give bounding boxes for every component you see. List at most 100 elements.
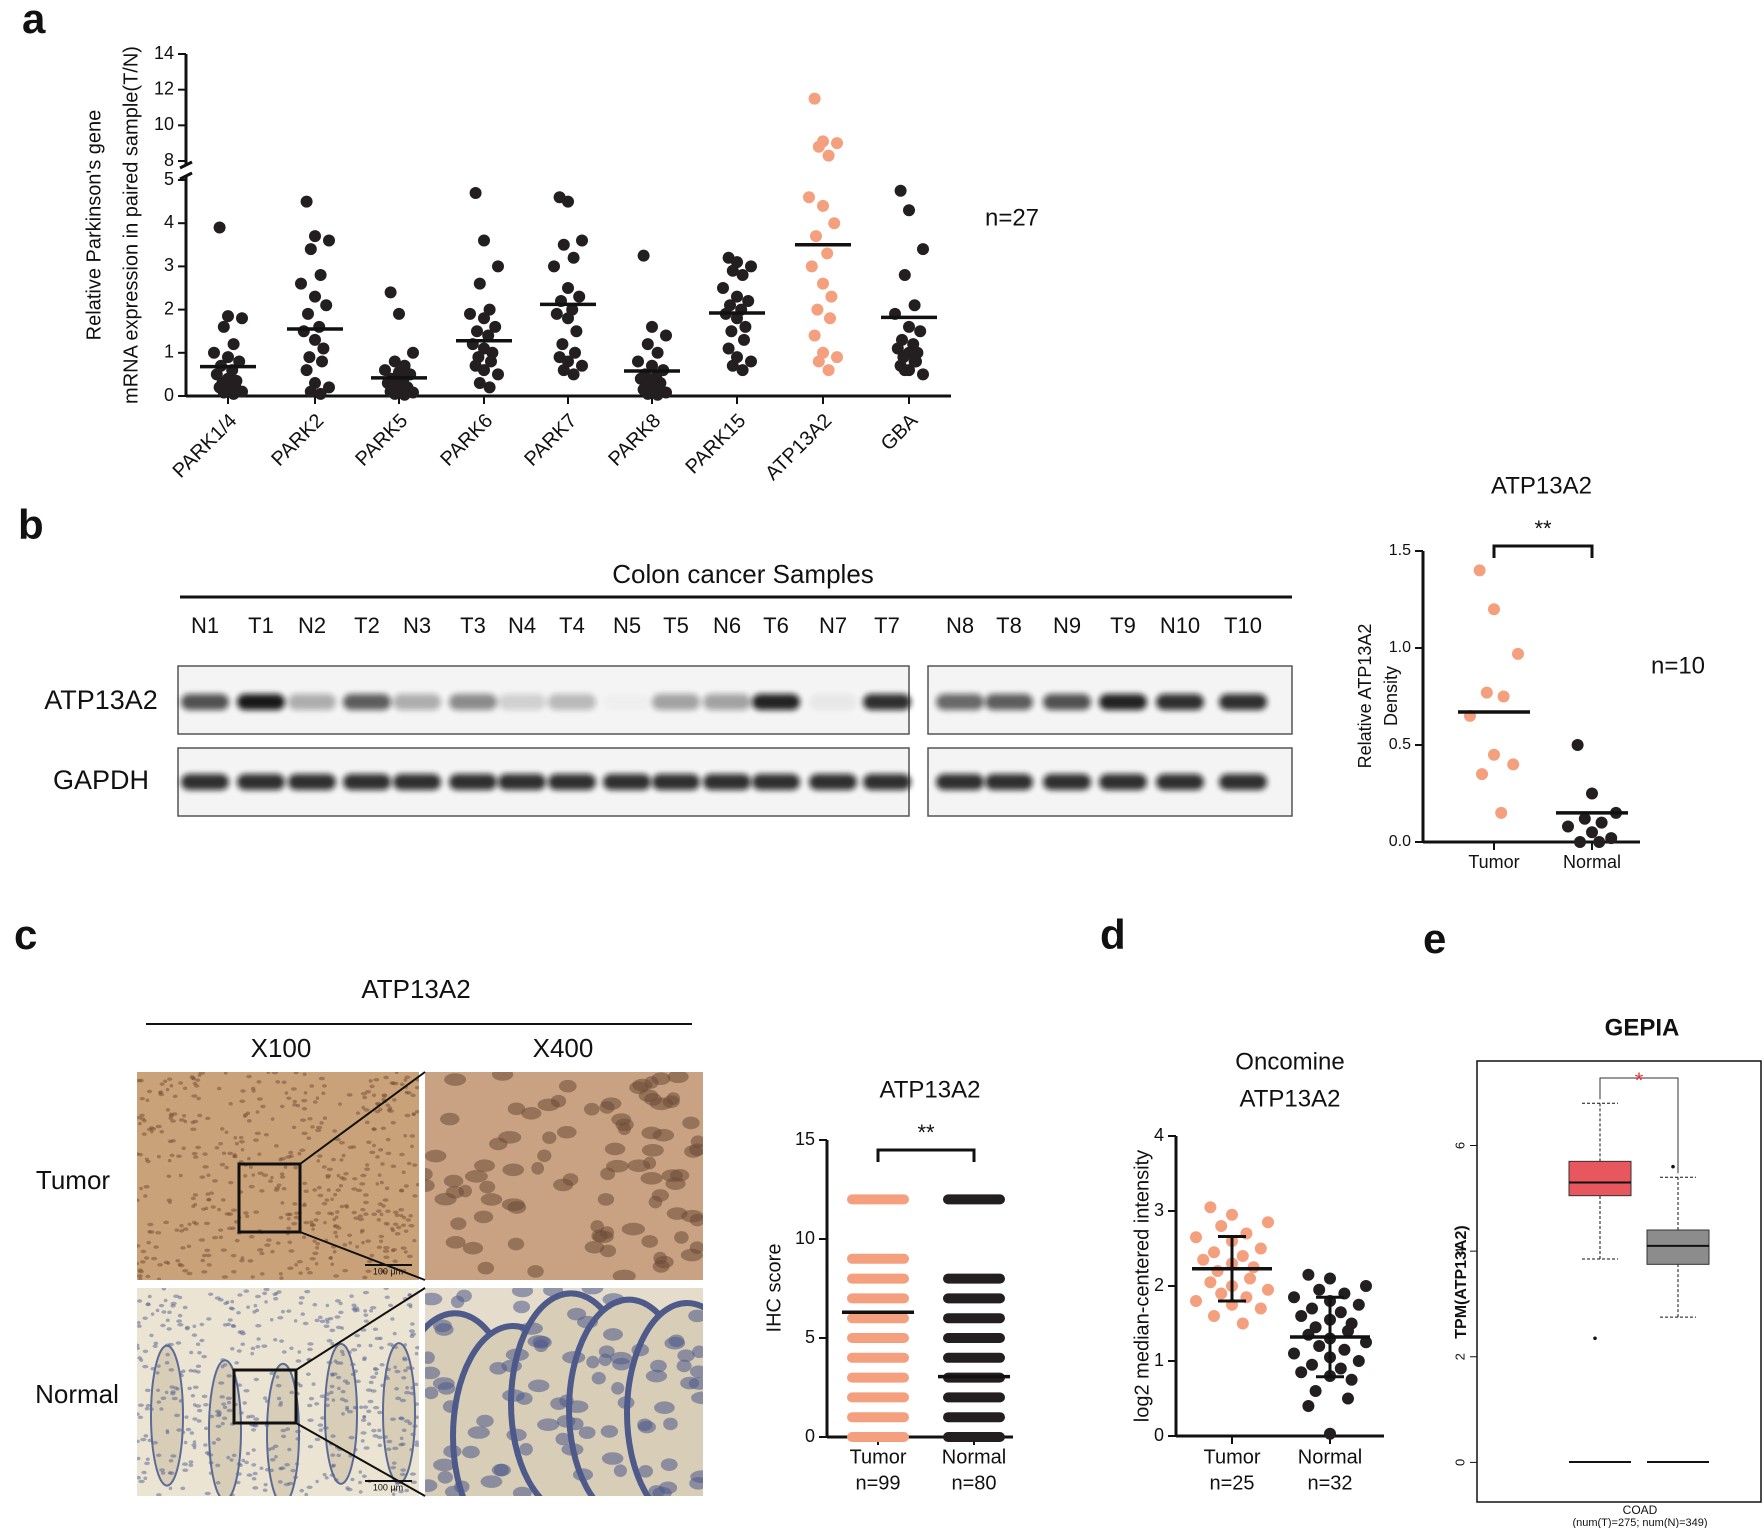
dot <box>562 195 574 208</box>
nucleus <box>315 1479 319 1484</box>
nucleus <box>204 1491 211 1496</box>
nucleus <box>361 1240 365 1245</box>
nucleus <box>393 1365 397 1369</box>
nucleus <box>386 1439 393 1444</box>
nucleus <box>166 1327 172 1331</box>
nucleus <box>350 1362 356 1367</box>
nucleus <box>253 1417 260 1421</box>
nucleus <box>306 1136 312 1141</box>
dot <box>1262 1216 1274 1229</box>
nucleus <box>399 1436 404 1441</box>
nucleus <box>278 1466 284 1471</box>
nucleus <box>137 1244 141 1248</box>
nucleus <box>209 1414 215 1419</box>
nucleus <box>143 1476 148 1480</box>
nucleus <box>256 1337 261 1341</box>
nucleus <box>331 1398 336 1402</box>
nucleus <box>410 1093 416 1098</box>
nucleus <box>392 1446 399 1451</box>
nucleus <box>381 1270 388 1274</box>
nucleus <box>641 1143 664 1157</box>
nucleus <box>381 1204 386 1208</box>
nucleus <box>158 1090 164 1094</box>
nucleus <box>474 1159 495 1172</box>
nucleus <box>528 1379 550 1393</box>
nucleus <box>246 1305 250 1309</box>
nucleus <box>245 1451 251 1456</box>
lane-label: N9 <box>1053 613 1081 638</box>
nucleus <box>301 1106 308 1111</box>
nucleus <box>240 1148 245 1152</box>
nucleus <box>290 1087 297 1091</box>
nucleus <box>398 1489 404 1494</box>
nucleus <box>410 1480 418 1484</box>
nucleus <box>220 1248 227 1252</box>
dot <box>1480 686 1493 699</box>
nucleus <box>235 1472 242 1476</box>
nucleus <box>344 1203 349 1208</box>
nucleus <box>390 1121 396 1125</box>
dot <box>1302 1328 1315 1341</box>
nucleus <box>404 1075 411 1079</box>
nucleus <box>337 1386 341 1391</box>
nucleus <box>362 1200 369 1205</box>
nucleus <box>208 1292 214 1296</box>
nucleus <box>332 1129 338 1133</box>
nucleus <box>137 1403 144 1407</box>
nucleus <box>355 1111 360 1115</box>
nucleus <box>189 1431 195 1435</box>
y-tick-label: 2 <box>1154 1275 1164 1295</box>
nucleus <box>640 1172 663 1185</box>
nucleus <box>590 1220 604 1233</box>
nucleus <box>331 1157 336 1162</box>
nucleus <box>400 1223 407 1227</box>
dot <box>379 364 391 377</box>
nucleus <box>329 1473 336 1477</box>
dot <box>1488 603 1500 616</box>
dot <box>738 333 750 346</box>
nucleus <box>180 1246 186 1250</box>
nucleus <box>230 1208 238 1212</box>
nucleus <box>330 1434 336 1438</box>
x-note: n=25 <box>1209 1472 1254 1494</box>
dot <box>1204 1276 1217 1289</box>
nucleus <box>218 1228 224 1232</box>
nucleus <box>140 1249 147 1254</box>
y-tick-label: 14 <box>154 43 174 63</box>
nucleus <box>200 1258 206 1263</box>
nucleus <box>506 1428 527 1442</box>
dot <box>222 351 234 364</box>
nucleus <box>141 1470 147 1475</box>
nucleus <box>164 1343 171 1347</box>
y-axis-label: Density <box>1381 666 1401 726</box>
nucleus <box>371 1127 377 1131</box>
nucleus <box>383 1255 390 1259</box>
significance: * <box>1635 1068 1644 1093</box>
nucleus <box>240 1342 246 1346</box>
nucleus <box>336 1173 341 1178</box>
nucleus <box>668 1334 685 1348</box>
nucleus <box>278 1272 283 1276</box>
x-tick-label: PARK15 <box>682 410 751 479</box>
nucleus <box>156 1154 161 1159</box>
nucleus <box>206 1317 212 1321</box>
nucleus <box>414 1345 419 1350</box>
y-tick-label: 0.0 <box>1389 833 1411 850</box>
dot <box>1306 1302 1318 1315</box>
nucleus <box>181 1462 189 1466</box>
dot <box>822 149 835 162</box>
nucleus <box>318 1315 323 1320</box>
nucleus <box>369 1084 375 1089</box>
nucleus <box>584 1240 605 1254</box>
dot <box>736 364 749 377</box>
dot <box>236 312 248 325</box>
nucleus <box>476 1414 494 1428</box>
nucleus <box>230 1323 236 1328</box>
nucleus <box>372 1143 376 1148</box>
dot <box>717 282 729 294</box>
nucleus <box>374 1371 379 1375</box>
y-tick-label: 1.5 <box>1389 542 1411 559</box>
nucleus <box>178 1399 183 1403</box>
x-tick-label: PARK1/4 <box>169 410 242 483</box>
nucleus <box>293 1165 298 1170</box>
